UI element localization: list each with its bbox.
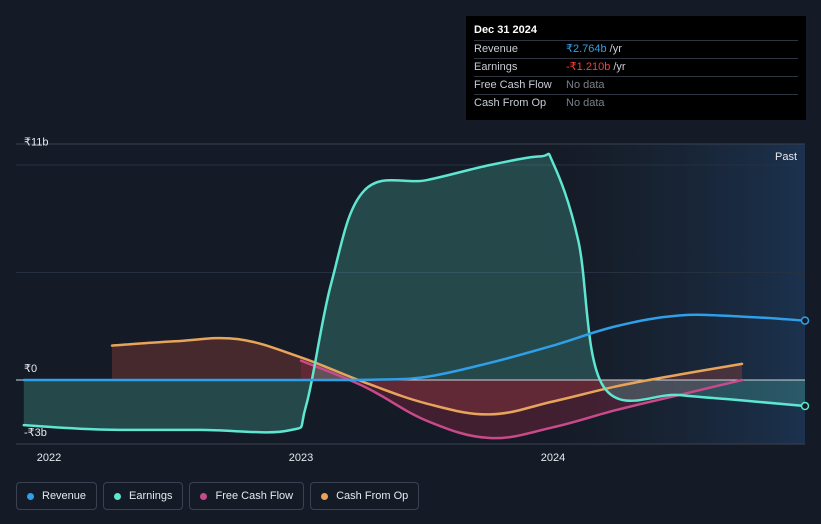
- legend-label: Cash From Op: [336, 490, 409, 502]
- grid: [16, 143, 805, 445]
- tooltip-value: -₹1.210b: [566, 61, 611, 73]
- tooltip-row-cfo: Cash From Op No data: [474, 94, 798, 112]
- free-cash-flow-dot-icon: [200, 492, 208, 500]
- tooltip-row-earnings: Earnings -₹1.210b /yr: [474, 58, 798, 76]
- tooltip-unit: /yr: [609, 43, 622, 55]
- tooltip-label: Earnings: [474, 61, 518, 73]
- tooltip-row-revenue: Revenue ₹2.764b /yr: [474, 40, 798, 58]
- tooltip-label: Revenue: [474, 43, 519, 55]
- cash-from-op-area: [112, 338, 742, 415]
- legend-label: Earnings: [129, 490, 173, 502]
- x-tick-label: 2024: [541, 452, 565, 464]
- earnings-end-point: [800, 401, 810, 411]
- tooltip-label: Free Cash Flow: [474, 79, 552, 91]
- earnings-line: [22, 152, 807, 434]
- tooltip-value: No data: [566, 79, 605, 91]
- legend-label: Free Cash Flow: [215, 490, 294, 502]
- tooltip-label: Cash From Op: [474, 97, 547, 109]
- revenue-dot-icon: [27, 492, 34, 500]
- cash-from-op-line: [110, 336, 744, 416]
- y-tick-label: -₹3b: [24, 427, 47, 439]
- legend-item-revenue[interactable]: Revenue: [16, 482, 98, 510]
- legend-label: Revenue: [42, 490, 87, 502]
- axis-ticks: ₹11b ₹0 -₹3b 2022 2023 2024: [24, 137, 565, 465]
- tooltip: Dec 31 2024 Revenue ₹2.764b /yr Earnings…: [466, 16, 806, 120]
- tooltip-value: ₹2.764b: [566, 43, 607, 55]
- tooltip-date: Dec 31 2024: [474, 24, 537, 36]
- y-tick-label: ₹0: [24, 363, 37, 375]
- legend-item-earnings[interactable]: Earnings: [103, 482, 184, 510]
- legend-item-cash-from-op[interactable]: Cash From Op: [310, 482, 420, 510]
- tooltip-row-fcf: Free Cash Flow No data: [474, 76, 798, 94]
- y-tick-label: ₹11b: [24, 137, 49, 149]
- past-label: Past: [775, 151, 797, 163]
- series-lines: [16, 152, 810, 440]
- x-tick-label: 2022: [37, 452, 61, 464]
- earnings-dot-icon: [114, 492, 122, 500]
- revenue-line: [22, 313, 807, 382]
- revenue-end-point: [800, 316, 810, 325]
- tooltip-unit: /yr: [613, 61, 626, 73]
- free-cash-flow-line: [299, 359, 744, 440]
- legend-item-free-cash-flow[interactable]: Free Cash Flow: [189, 482, 305, 510]
- earnings-area: [23, 153, 806, 433]
- legend: Revenue Earnings Free Cash Flow Cash Fro…: [16, 482, 420, 510]
- cash-from-op-dot-icon: [321, 492, 329, 500]
- tooltip-value: No data: [566, 97, 605, 109]
- x-tick-label: 2023: [289, 452, 313, 464]
